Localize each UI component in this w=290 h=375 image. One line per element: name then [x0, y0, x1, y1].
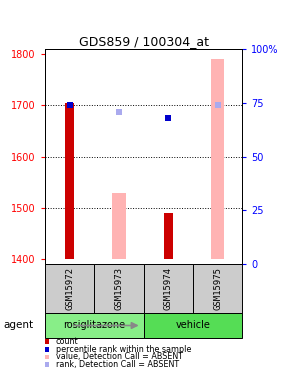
Bar: [45, 313, 144, 338]
Text: rosiglitazone: rosiglitazone: [63, 321, 125, 330]
Text: count: count: [56, 337, 79, 346]
Text: value, Detection Call = ABSENT: value, Detection Call = ABSENT: [56, 352, 183, 362]
Bar: [144, 264, 193, 313]
Bar: [94, 264, 144, 313]
Title: GDS859 / 100304_at: GDS859 / 100304_at: [79, 34, 209, 48]
Bar: [193, 264, 242, 313]
Text: GSM15973: GSM15973: [114, 267, 124, 310]
Text: GSM15974: GSM15974: [164, 267, 173, 310]
Text: GSM15972: GSM15972: [65, 267, 74, 310]
Bar: [65, 103, 74, 259]
Text: GSM15975: GSM15975: [213, 267, 222, 310]
Bar: [144, 313, 242, 338]
Text: agent: agent: [3, 321, 33, 330]
Bar: [112, 192, 126, 259]
Bar: [211, 59, 224, 259]
Text: vehicle: vehicle: [175, 321, 210, 330]
Bar: [45, 264, 94, 313]
Text: percentile rank within the sample: percentile rank within the sample: [56, 345, 191, 354]
Bar: [164, 213, 173, 259]
Text: rank, Detection Call = ABSENT: rank, Detection Call = ABSENT: [56, 360, 179, 369]
